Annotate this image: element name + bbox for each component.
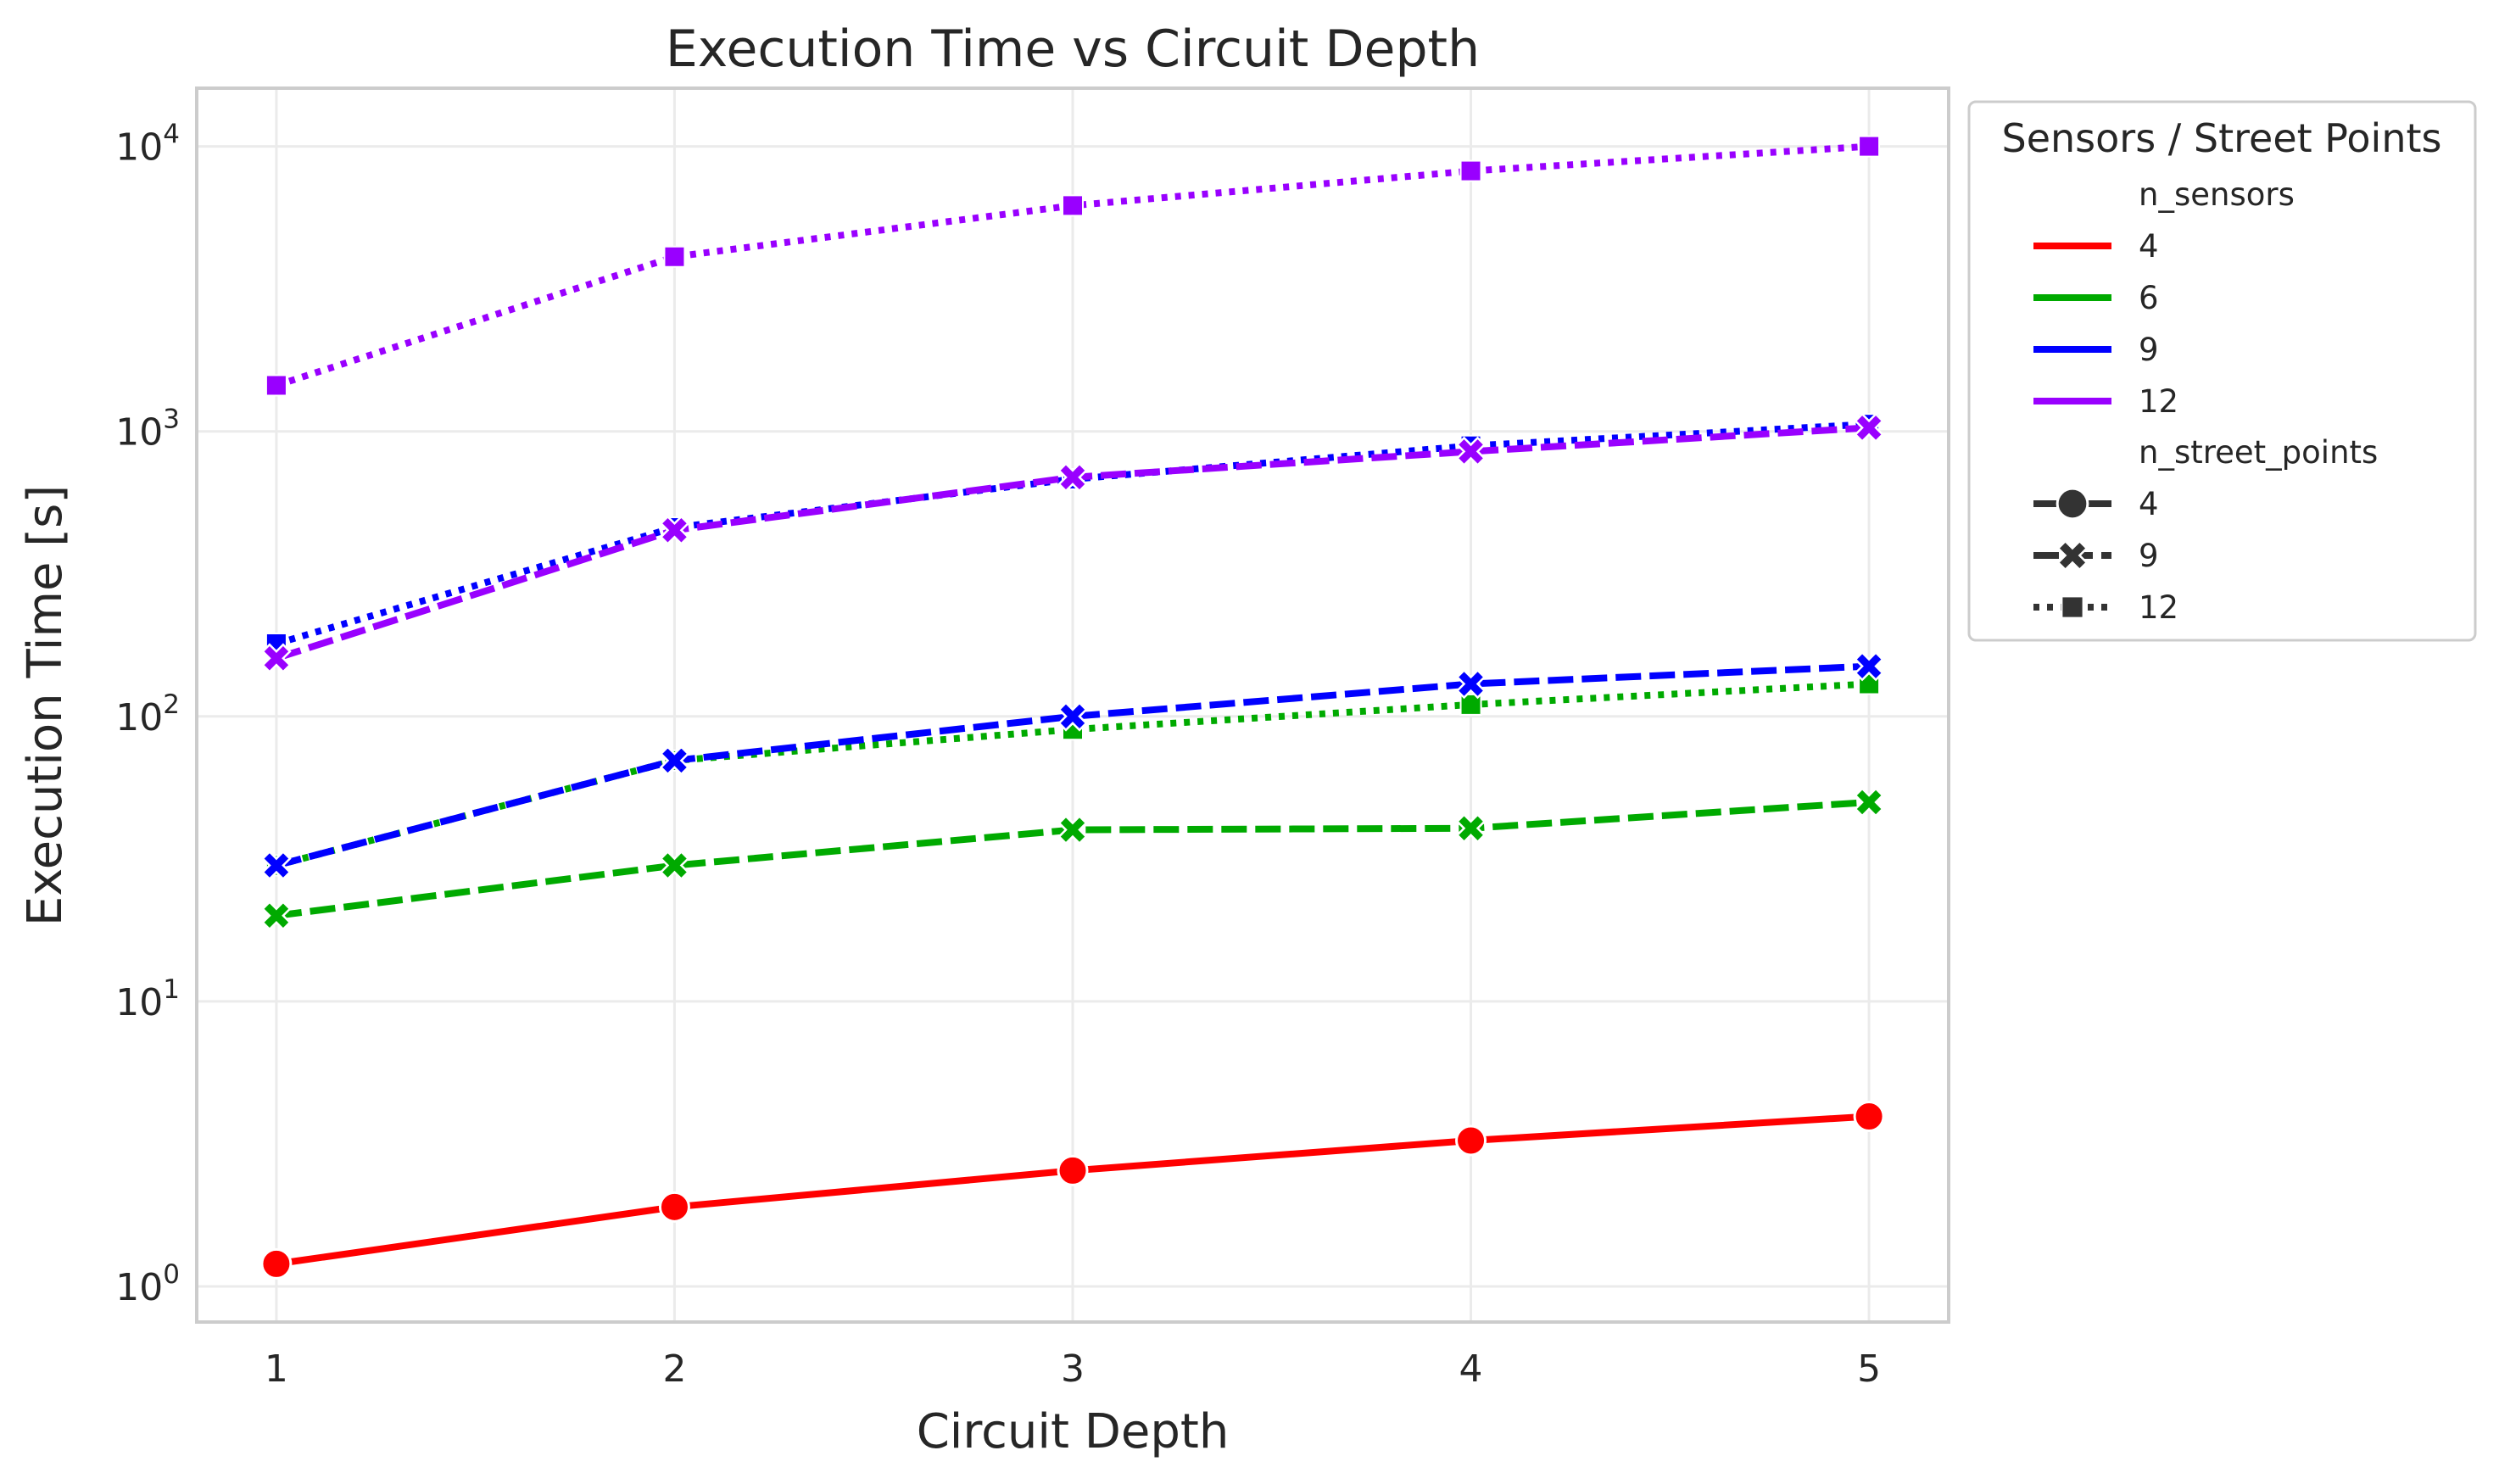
legend-style-marker [2061, 595, 2084, 619]
series-12-12 [265, 135, 1881, 397]
x-tick-label: 1 [265, 1347, 288, 1391]
series-layer [260, 135, 1885, 1280]
legend-hue-label: 4 [2139, 228, 2159, 265]
data-point [261, 850, 292, 881]
y-tick-label: 104 [115, 120, 180, 170]
y-tick-label: 100 [115, 1259, 180, 1309]
data-point [1062, 194, 1084, 217]
x-axis-label: Circuit Depth [917, 1404, 1230, 1459]
x-tick-label: 3 [1061, 1347, 1085, 1391]
x-tick-label: 4 [1459, 1347, 1483, 1391]
legend-style-marker [2056, 487, 2089, 521]
y-axis-label: Execution Time [s] [18, 485, 73, 926]
x-tick-label: 5 [1857, 1347, 1881, 1391]
data-point [659, 515, 690, 546]
legend-style-entries: 4 9 12 [2033, 486, 2178, 626]
data-point [260, 1247, 293, 1280]
data-point [261, 900, 292, 931]
chart-title: Execution Time vs Circuit Depth [666, 20, 1480, 79]
legend-style-label: 9 [2139, 538, 2159, 574]
series-line [275, 662, 1870, 869]
data-point [1455, 812, 1487, 844]
data-point [1854, 650, 1884, 682]
plot-area-frame [195, 86, 1950, 1324]
legend-style-label: 4 [2139, 486, 2159, 522]
data-point [1853, 1100, 1885, 1132]
legend-hue-label: 6 [2139, 280, 2159, 316]
legend: Sensors / Street Points n_sensors 46912 … [1967, 100, 2477, 642]
data-point [1459, 159, 1482, 182]
grid [197, 88, 1949, 1322]
y-tick-label: 103 [115, 404, 180, 455]
data-point [1057, 701, 1088, 732]
x-tick-label: 2 [662, 1347, 686, 1391]
data-point [261, 643, 292, 673]
y-tick-label: 101 [115, 974, 180, 1024]
legend-hue-label: 12 [2139, 383, 2178, 420]
series-6-9 [261, 787, 1884, 931]
y-axis-ticks: 100 101 102 103 104 [115, 120, 180, 1309]
data-point [1057, 814, 1088, 845]
data-point [265, 374, 287, 397]
data-point [659, 850, 690, 881]
legend-title: Sensors / Street Points [2002, 115, 2442, 161]
legend-style-label: 12 [2139, 589, 2178, 626]
data-point [659, 745, 690, 776]
x-axis-ticks: 1 2 3 4 5 [265, 1347, 1881, 1391]
legend-style-title: n_street_points [2139, 434, 2378, 471]
y-tick-label: 102 [115, 689, 180, 739]
legend-style-marker [2056, 539, 2089, 572]
data-point [1858, 135, 1881, 158]
series-4-4 [260, 1100, 1885, 1280]
data-point [1854, 787, 1884, 817]
data-point [1455, 668, 1487, 700]
data-point [1057, 1154, 1089, 1186]
data-point [1455, 436, 1487, 467]
data-point [663, 245, 686, 268]
data-point [1057, 462, 1088, 493]
data-point [1455, 1124, 1487, 1157]
series-9-9 [261, 650, 1884, 881]
data-point [1854, 412, 1884, 444]
data-point [658, 1191, 690, 1223]
legend-hue-label: 9 [2139, 332, 2159, 368]
legend-hue-title: n_sensors [2139, 176, 2295, 213]
series-12-9 [261, 412, 1884, 673]
legend-hue-entries: 4 6 9 12 [2033, 228, 2178, 420]
